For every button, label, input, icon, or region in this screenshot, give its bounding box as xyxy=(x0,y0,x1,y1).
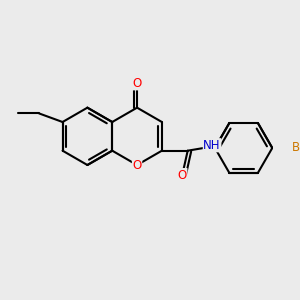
Text: NH: NH xyxy=(203,139,221,152)
Text: O: O xyxy=(132,77,142,90)
Text: O: O xyxy=(178,169,187,182)
Text: Br: Br xyxy=(292,142,300,154)
Text: O: O xyxy=(132,158,142,172)
